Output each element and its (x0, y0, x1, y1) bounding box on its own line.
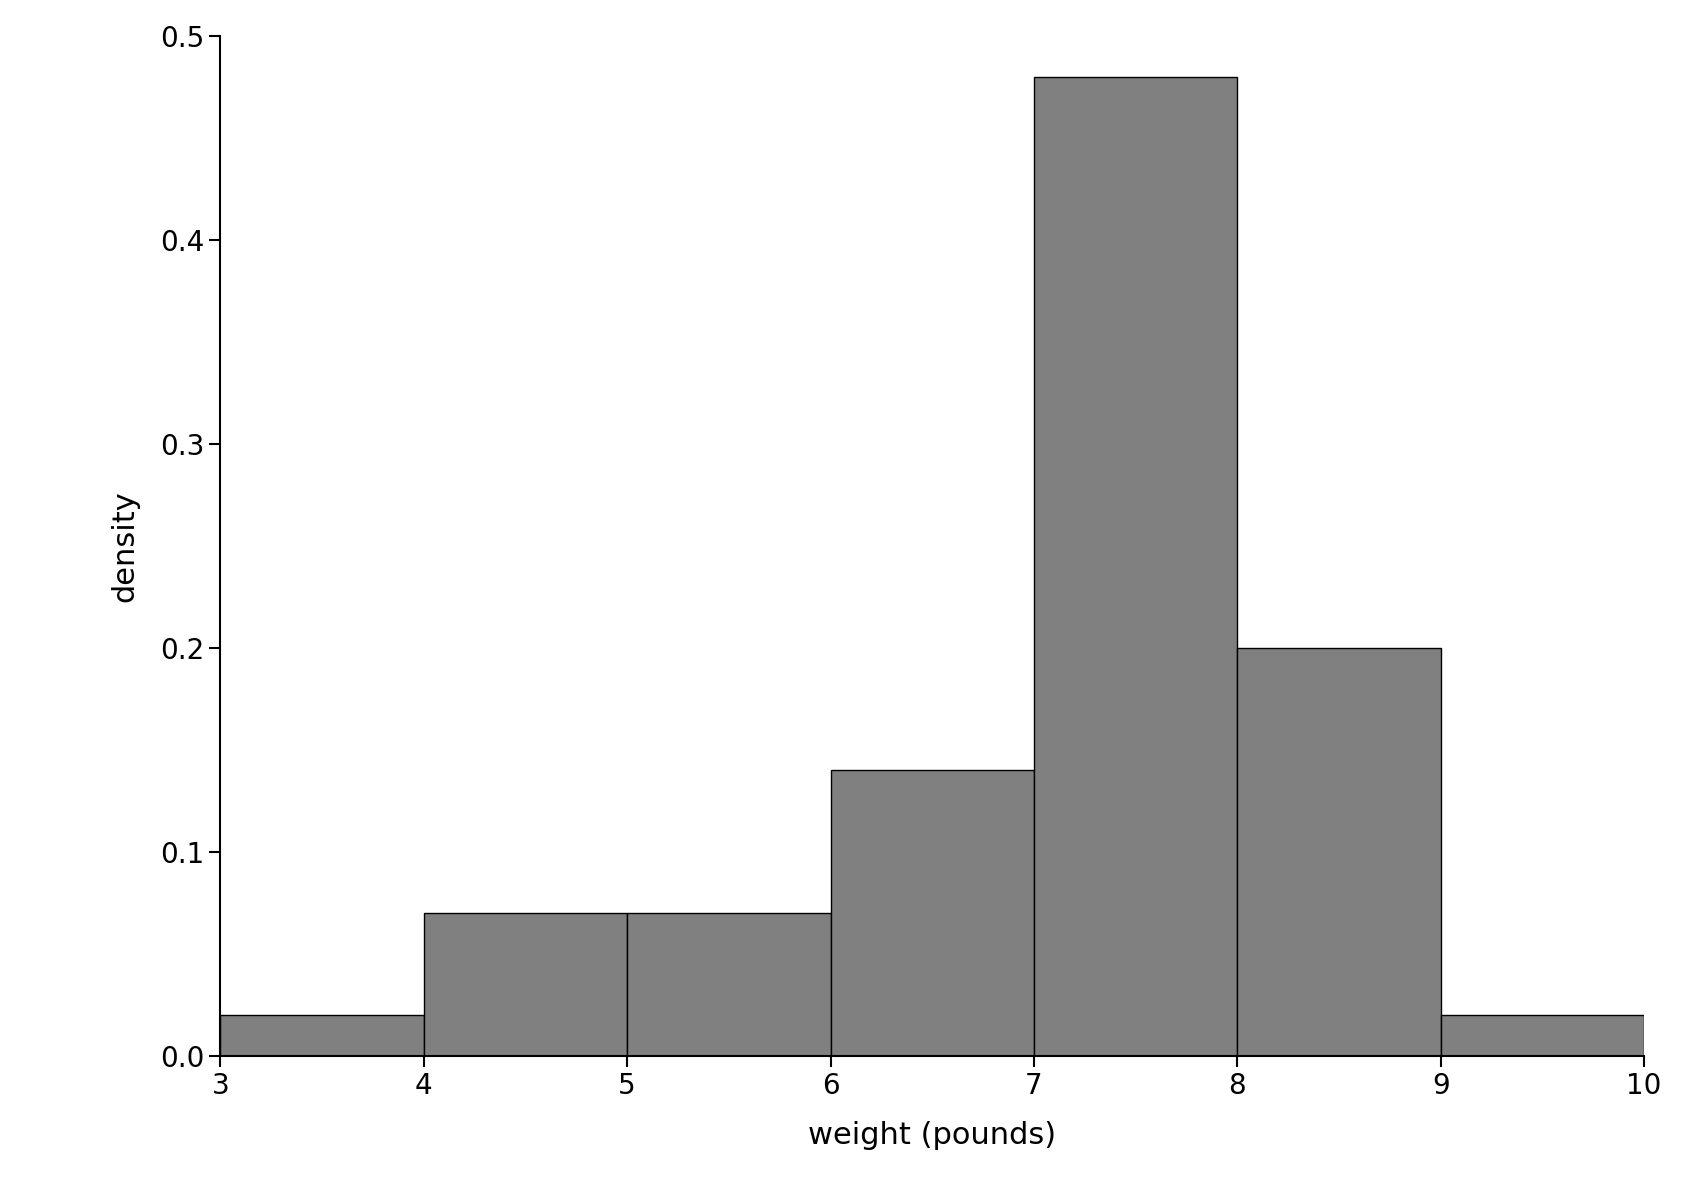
Bar (627, 913, 831, 1056)
X-axis label: weight (pounds): weight (pounds) (809, 1121, 1056, 1150)
Y-axis label: density: density (110, 490, 139, 602)
Bar (1237, 648, 1441, 1056)
Bar (424, 913, 627, 1056)
Bar (220, 1015, 424, 1056)
Bar (1034, 77, 1237, 1056)
Bar (831, 770, 1034, 1056)
Bar (1441, 1015, 1644, 1056)
